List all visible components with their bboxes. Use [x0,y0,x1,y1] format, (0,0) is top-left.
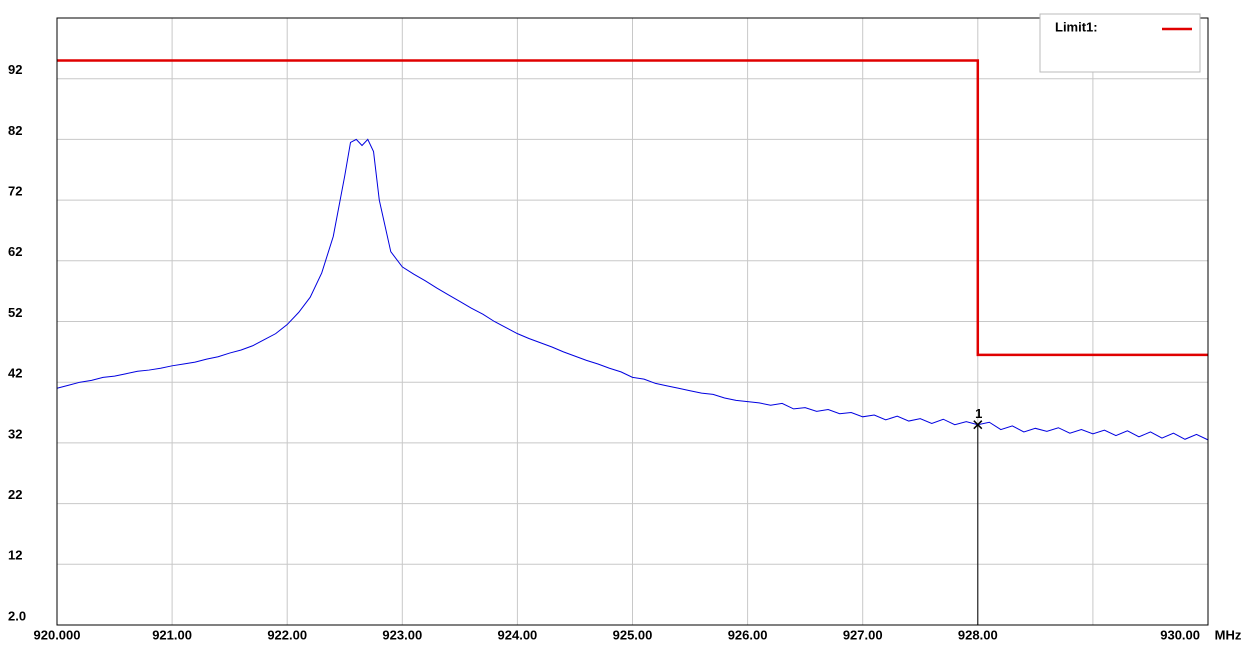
legend: Limit1: [1039,13,1201,73]
y-tick-label: 12 [8,548,22,563]
marker-cross [973,420,983,430]
x-tick-label: 930.00 [1160,627,1200,642]
x-tick-label: 922.00 [267,627,307,642]
x-tick-label: 924.00 [498,627,538,642]
y-tick-label: 82 [8,123,22,138]
marks [56,59,1209,625]
x-tick-label: 923.00 [382,627,422,642]
y-tick-label: 2.0 [8,608,26,623]
y-tick-label: 62 [8,244,22,259]
y-tick-label: 72 [8,184,22,199]
legend-box [1039,13,1201,73]
x-tick-label: 927.00 [843,627,883,642]
y-tick-label: 22 [8,487,22,502]
x-tick-label: 921.00 [152,627,192,642]
x-tick-label: 920.000 [34,627,81,642]
trace-line [56,138,1209,441]
y-tick-label: 42 [8,366,22,381]
x-unit: MHz [1215,627,1242,642]
limit-line [57,59,1208,357]
x-tick-label: 926.00 [728,627,768,642]
marker-label: 1 [975,406,982,421]
legend-label: Limit1: [1055,19,1098,34]
y-tick-label: 52 [8,305,22,320]
plot-frame [56,17,1209,626]
y-tick-label: 92 [8,62,22,77]
x-tick-label: 925.00 [613,627,653,642]
x-tick-label: 928.00 [958,627,998,642]
y-tick-label: 32 [8,426,22,441]
